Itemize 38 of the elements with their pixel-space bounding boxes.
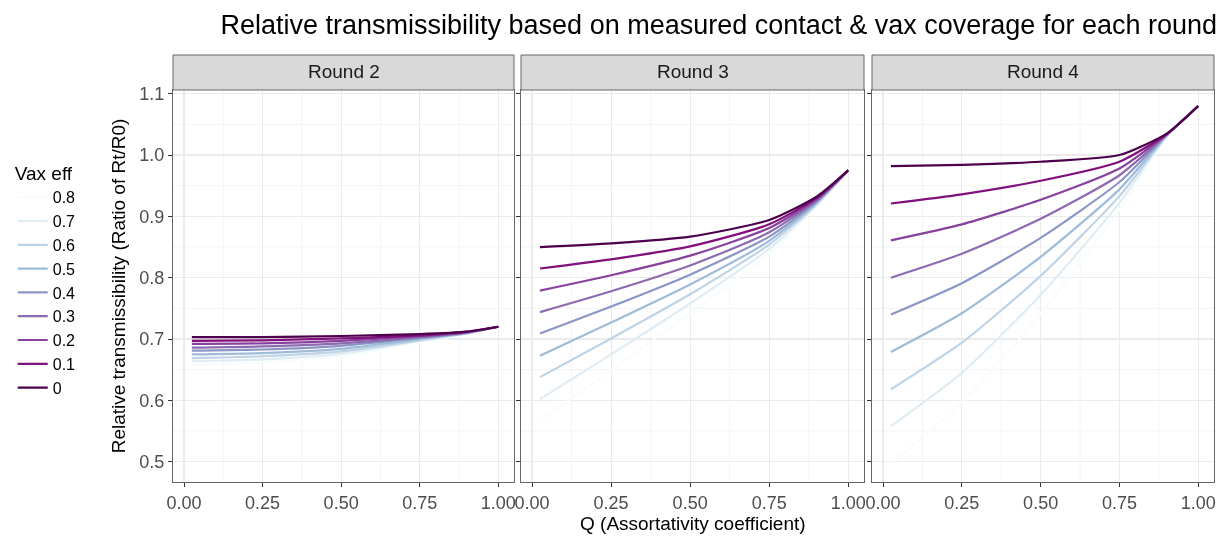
x-tick-label: 1.00 <box>1180 492 1216 513</box>
y-axis-title: Relative transmissibility (Ratio of Rt/R0) <box>108 118 130 454</box>
x-tick-label: 0.25 <box>245 492 281 513</box>
x-axis-title: Q (Assortativity coefficient) <box>580 513 806 534</box>
legend-label: 0.1 <box>52 356 76 374</box>
legend-label: 0.6 <box>52 237 76 255</box>
x-tick-label: 1.00 <box>830 492 866 513</box>
x-tick-label: 0.75 <box>402 492 438 513</box>
chart-subtitle: Round 3 <box>657 61 729 82</box>
y-tick-label: 1.0 <box>139 145 165 166</box>
chart-subtitle: Round 2 <box>308 61 380 82</box>
x-tick-label: 0.00 <box>166 492 202 513</box>
x-tick-label: 0.25 <box>593 492 629 513</box>
legend-label: 0.5 <box>52 260 76 278</box>
y-tick-label: 0.6 <box>139 390 165 411</box>
legend-label: 0.4 <box>52 284 76 302</box>
legend-label: 0.8 <box>52 189 76 207</box>
legend-label: 0.3 <box>52 308 76 326</box>
legend-title: Vax eff <box>14 163 73 185</box>
y-tick-label: 0.9 <box>139 206 165 227</box>
x-tick-label: 0.00 <box>865 492 901 513</box>
x-tick-label: 0.25 <box>944 492 980 513</box>
y-tick-label: 1.1 <box>139 83 165 104</box>
x-tick-label: 0.75 <box>1101 492 1137 513</box>
x-tick-label: 0.50 <box>323 492 359 513</box>
x-tick-label: 0.50 <box>1023 492 1059 513</box>
x-tick-label: 0.50 <box>672 492 708 513</box>
x-tick-label: 1.00 <box>480 492 516 513</box>
legend-label: 0 <box>52 379 62 397</box>
chart-subtitle: Round 4 <box>1007 61 1080 82</box>
x-tick-label: 0.00 <box>514 492 550 513</box>
legend-label: 0.2 <box>52 332 76 350</box>
y-tick-label: 0.8 <box>139 268 165 289</box>
text: Relative transmissibility based on measured contact & vax coverage for each round <box>219 10 1218 41</box>
y-tick-label: 0.7 <box>139 329 165 350</box>
x-tick-label: 0.75 <box>751 492 787 513</box>
y-tick-label: 0.5 <box>139 452 165 473</box>
legend-label: 0.7 <box>52 213 76 231</box>
